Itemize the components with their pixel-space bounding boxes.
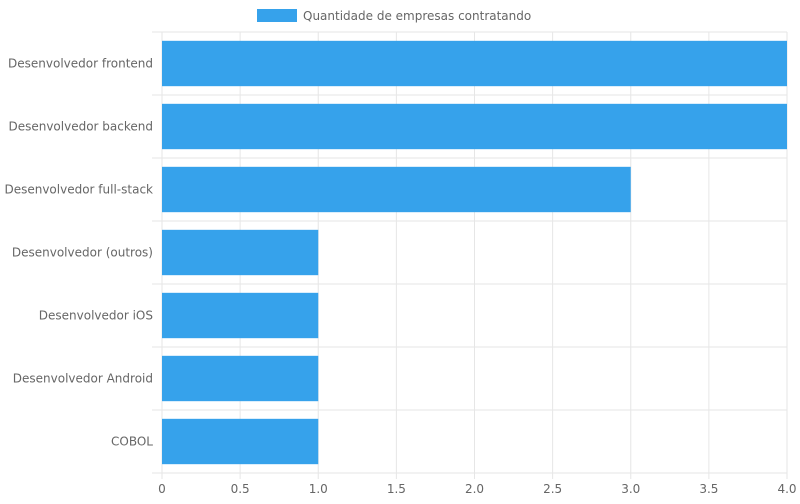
x-tick-label: 2.0 — [465, 482, 484, 496]
x-tick-label: 1.0 — [309, 482, 328, 496]
bar[interactable] — [162, 418, 319, 465]
bar[interactable] — [162, 292, 319, 339]
bar[interactable] — [162, 103, 787, 150]
y-tick-label: Desenvolvedor Android — [13, 372, 153, 386]
bar[interactable] — [162, 355, 319, 402]
x-tick-label: 3.5 — [699, 482, 718, 496]
y-tick-label: Desenvolvedor (outros) — [12, 246, 153, 260]
x-tick-label: 2.5 — [543, 482, 562, 496]
y-tick-label: Desenvolvedor backend — [8, 120, 153, 134]
x-tick-label: 0 — [158, 482, 166, 496]
y-tick-label: Desenvolvedor iOS — [39, 309, 153, 323]
bar[interactable] — [162, 40, 787, 87]
bar[interactable] — [162, 229, 319, 276]
y-tick-label: Desenvolvedor frontend — [8, 57, 153, 71]
bars — [162, 40, 787, 465]
x-tick-label: 1.5 — [387, 482, 406, 496]
legend-swatch — [257, 9, 297, 22]
x-axis-labels: 0 0.5 1.0 1.5 2.0 2.5 3.0 3.5 4.0 — [158, 482, 796, 496]
legend[interactable]: Quantidade de empresas contratando — [257, 9, 531, 23]
legend-label: Quantidade de empresas contratando — [303, 9, 531, 23]
y-tick-label: Desenvolvedor full-stack — [4, 183, 153, 197]
x-tick-label: 0.5 — [231, 482, 250, 496]
y-tick-label: COBOL — [111, 435, 153, 449]
bar[interactable] — [162, 166, 631, 213]
x-tick-label: 4.0 — [777, 482, 796, 496]
x-tick-label: 3.0 — [621, 482, 640, 496]
y-axis-labels: Desenvolvedor frontend Desenvolvedor back… — [4, 57, 153, 449]
